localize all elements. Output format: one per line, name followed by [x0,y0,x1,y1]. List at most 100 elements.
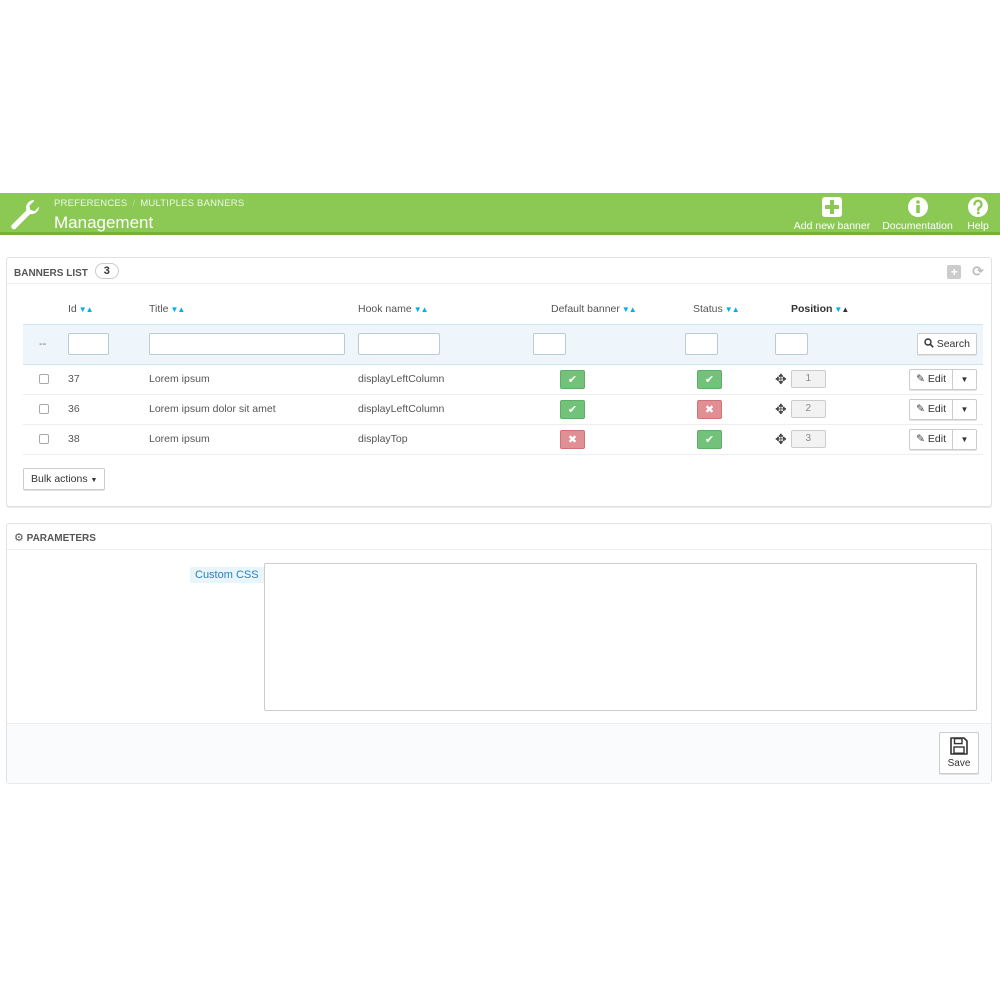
sort-icons[interactable]: ▼▲ [724,304,740,314]
help-label: Help [967,220,989,232]
page-header: PREFERENCES / MULTIPLES BANNERS Management… [0,193,1000,235]
panel-footer: Save [7,723,991,783]
add-icon[interactable]: + [947,265,962,279]
filter-hook-input[interactable] [358,333,440,355]
cell-default-banner: ✔ [530,394,671,425]
parameters-header: ⚙ PARAMETERS [7,524,991,550]
edit-label: Edit [927,402,946,415]
sort-icons[interactable]: ▼▲ [621,304,637,314]
cogs-icon: ⚙ [14,532,24,544]
add-new-banner-button[interactable]: Add new banner [790,196,874,232]
sort-icons[interactable]: ▼▲ [170,304,185,314]
sort-icons[interactable]: ▼▲ [413,304,429,314]
documentation-button[interactable]: Documentation [879,196,956,232]
check-icon[interactable]: ✔ [697,429,722,449]
bulk-actions-label: Bulk actions [31,473,88,485]
cell-id: 36 [68,394,149,425]
cross-icon[interactable]: ✖ [560,429,585,449]
custom-css-label: Custom CSS [190,567,264,583]
bulk-actions-button[interactable]: Bulk actions ▼ [23,468,106,490]
header-checkbox-cell [23,294,68,324]
search-icon [924,338,934,348]
edit-dropdown-toggle[interactable]: ▼ [953,398,977,420]
help-button[interactable]: Help [962,196,994,232]
cross-icon[interactable]: ✖ [697,399,722,419]
cell-actions: ✎ Edit ▼ [903,364,983,395]
parameters-panel: ⚙ PARAMETERS Custom CSS Save [6,523,992,783]
edit-button[interactable]: ✎ Edit [909,368,953,390]
column-header-title: Title ▼▲ [149,302,185,315]
documentation-label: Documentation [882,220,953,232]
move-icon[interactable]: ✥ [775,400,787,417]
column-header-status: Status ▼▲ [693,302,740,315]
edit-label: Edit [927,372,946,385]
floppy-disk-icon [950,737,968,755]
filter-default-input[interactable] [533,333,566,355]
pencil-icon: ✎ [916,372,925,385]
table-row: 38 Lorem ipsum displayTop ✖ ✔ ✥ 3 ✎ Edit ▼ [23,424,983,455]
position-value: 3 [790,430,826,448]
cell-default-banner: ✖ [530,424,671,455]
edit-button-group: ✎ Edit ▼ [909,368,977,390]
save-button[interactable]: Save [939,732,979,774]
cell-hook-name: displayTop [358,424,530,455]
cell-status: ✔ [671,424,761,455]
edit-button[interactable]: ✎ Edit [909,428,953,450]
sort-icons[interactable]: ▼▲ [78,304,94,314]
column-header-default-banner: Default banner ▼▲ [551,302,637,315]
position-value: 1 [790,370,826,388]
cell-status: ✔ [671,364,761,395]
cell-id: 38 [68,424,149,455]
breadcrumb-item-multiples-banners[interactable]: MULTIPLES BANNERS [140,198,245,209]
cell-title: Lorem ipsum [149,424,358,455]
banners-list-header: BANNERS LIST 3 + ⟳ [7,258,991,284]
question-icon [968,197,988,217]
edit-button-group: ✎ Edit ▼ [909,398,977,420]
cell-hook-name: displayLeftColumn [358,364,530,395]
row-checkbox[interactable] [39,404,49,415]
cell-position: ✥ 1 [761,364,903,395]
caret-down-icon: ▼ [90,477,98,484]
cell-default-banner: ✔ [530,364,671,395]
row-checkbox[interactable] [39,374,49,385]
check-icon[interactable]: ✔ [697,369,722,389]
sort-icons[interactable]: ▼▲ [834,304,849,314]
edit-button[interactable]: ✎ Edit [909,398,953,420]
row-checkbox[interactable] [39,434,49,445]
filter-title-input[interactable] [149,333,345,355]
move-icon[interactable]: ✥ [775,370,787,387]
table-row: 37 Lorem ipsum displayLeftColumn ✔ ✔ ✥ 1 ✎ Edit… [23,364,983,395]
parameters-title: PARAMETERS [26,533,96,544]
column-header-id: Id ▼▲ [68,302,94,315]
move-icon[interactable]: ✥ [775,430,787,447]
custom-css-textarea[interactable] [264,563,977,711]
cell-title: Lorem ipsum dolor sit amet [149,394,358,425]
filter-id-input[interactable] [68,333,109,355]
banners-list-panel: BANNERS LIST 3 + ⟳ Id ▼▲ Title ▼▲ Hook nam… [6,257,992,507]
cell-id: 37 [68,364,149,395]
position-value: 2 [790,400,826,418]
breadcrumb-separator: / [132,198,136,209]
search-button[interactable]: Search [916,333,977,355]
refresh-icon[interactable]: ⟳ [972,263,984,279]
cell-hook-name: displayLeftColumn [358,394,530,425]
cell-actions: ✎ Edit ▼ [903,424,983,455]
check-icon[interactable]: ✔ [560,399,585,419]
filter-position-input[interactable] [775,333,808,355]
check-icon[interactable]: ✔ [560,369,585,389]
filter-row: -- Search [23,323,983,365]
breadcrumb-item-preferences[interactable]: PREFERENCES [54,198,128,209]
cell-actions: ✎ Edit ▼ [903,394,983,425]
filter-status-input[interactable] [685,333,718,355]
info-icon [907,197,928,217]
table-row: 36 Lorem ipsum dolor sit amet displayLeftC… [23,394,983,425]
edit-dropdown-toggle[interactable]: ▼ [953,428,977,450]
banners-table: Id ▼▲ Title ▼▲ Hook name ▼▲ Default banner ▼… [23,294,983,455]
save-label: Save [947,758,971,769]
filter-placeholder: -- [23,323,68,365]
edit-dropdown-toggle[interactable]: ▼ [953,368,977,390]
table-header-row: Id ▼▲ Title ▼▲ Hook name ▼▲ Default banner ▼… [23,294,983,324]
banners-count-badge: 3 [94,263,119,279]
header-actions-cell [903,294,983,324]
add-new-banner-label: Add new banner [793,220,871,232]
